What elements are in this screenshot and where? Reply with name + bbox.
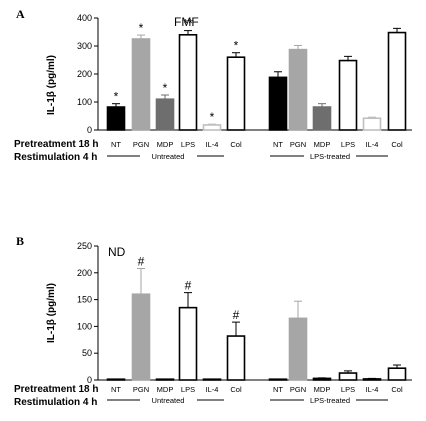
category-label: LPS [341, 385, 355, 394]
significance-mark: * [234, 39, 239, 53]
y-tick-label: 150 [77, 295, 92, 305]
category-label: IL-4 [366, 385, 379, 394]
row-label-restimulation: Restimulation 4 h [14, 152, 97, 163]
row-label-pretreatment: Pretreatment 18 h [14, 139, 98, 150]
y-tick-label: 400 [77, 13, 92, 23]
panel-letter: B [16, 234, 24, 248]
bar [312, 106, 332, 131]
category-label: PGN [290, 385, 306, 394]
group-label-untreated: Untreated [152, 152, 185, 161]
category-label: Col [391, 140, 403, 149]
significance-mark: * [139, 21, 144, 35]
significance-mark: ** [183, 17, 193, 31]
bar [131, 293, 151, 381]
group-label-lps-treated: LPS-treated [310, 152, 350, 161]
category-label: NT [111, 385, 121, 394]
category-label: NT [273, 140, 283, 149]
bar [226, 335, 246, 381]
bar [362, 117, 382, 131]
bar [268, 378, 288, 381]
y-tick-label: 0 [87, 125, 92, 135]
category-label: PGN [133, 140, 149, 149]
bar [226, 56, 246, 131]
category-label: MDP [314, 140, 331, 149]
bar [155, 98, 175, 131]
bar [178, 33, 198, 131]
category-label: PGN [290, 140, 306, 149]
significance-mark: # [185, 279, 192, 293]
category-label: MDP [157, 385, 174, 394]
bar [362, 378, 382, 381]
bar [131, 38, 151, 131]
group-label-untreated: Untreated [152, 396, 185, 405]
category-label: NT [111, 140, 121, 149]
panel-a: A FMF 0 100 200 300 400 IL-1β (pg/ml) * NT * PGN * MD… [14, 7, 412, 163]
panel-note: FMF [174, 15, 199, 29]
category-label: MDP [157, 140, 174, 149]
bar [268, 76, 288, 131]
category-label: LPS [181, 140, 195, 149]
y-axis-label: IL-1β (pg/ml) [46, 283, 57, 343]
significance-mark: # [138, 255, 145, 269]
category-label: PGN [133, 385, 149, 394]
significance-mark: * [163, 81, 168, 95]
y-tick-label: 50 [82, 348, 92, 358]
bar [155, 378, 175, 381]
category-label: Col [391, 385, 403, 394]
y-tick-label: 100 [77, 321, 92, 331]
y-axis-label: IL-1β (pg/ml) [46, 55, 57, 115]
category-label: IL-4 [206, 385, 219, 394]
bar [202, 378, 222, 381]
significance-mark: # [233, 308, 240, 322]
bar [387, 31, 407, 131]
panel-note: ND [108, 245, 126, 259]
group-label-lps-treated: LPS-treated [310, 396, 350, 405]
category-label: MDP [314, 385, 331, 394]
significance-mark: * [114, 90, 119, 104]
bar [288, 48, 308, 131]
row-label-restimulation: Restimulation 4 h [14, 397, 97, 408]
category-label: Col [230, 385, 242, 394]
row-label-pretreatment: Pretreatment 18 h [14, 384, 98, 395]
bar [106, 378, 126, 381]
y-tick-label: 200 [77, 69, 92, 79]
y-tick-label: 100 [77, 97, 92, 107]
y-tick-label: 250 [77, 241, 92, 251]
category-label: LPS [341, 140, 355, 149]
bar [387, 367, 407, 381]
category-label: Col [230, 140, 242, 149]
bar [338, 372, 358, 381]
significance-mark: * [210, 110, 215, 124]
category-label: IL-4 [206, 140, 219, 149]
bar [106, 106, 126, 131]
y-tick-label: 300 [77, 41, 92, 51]
y-tick-label: 200 [77, 268, 92, 278]
category-label: NT [273, 385, 283, 394]
bar [178, 306, 198, 381]
panel-b: B ND 0 50 100 150 200 250 IL-1β (pg/ml) NT # PGN MDP… [14, 234, 412, 408]
bar [338, 59, 358, 131]
y-tick-label: 0 [87, 375, 92, 385]
category-label: LPS [181, 385, 195, 394]
bar [312, 377, 332, 381]
panel-letter: A [16, 7, 25, 21]
bar [288, 317, 308, 381]
category-label: IL-4 [366, 140, 379, 149]
bar [202, 124, 222, 131]
